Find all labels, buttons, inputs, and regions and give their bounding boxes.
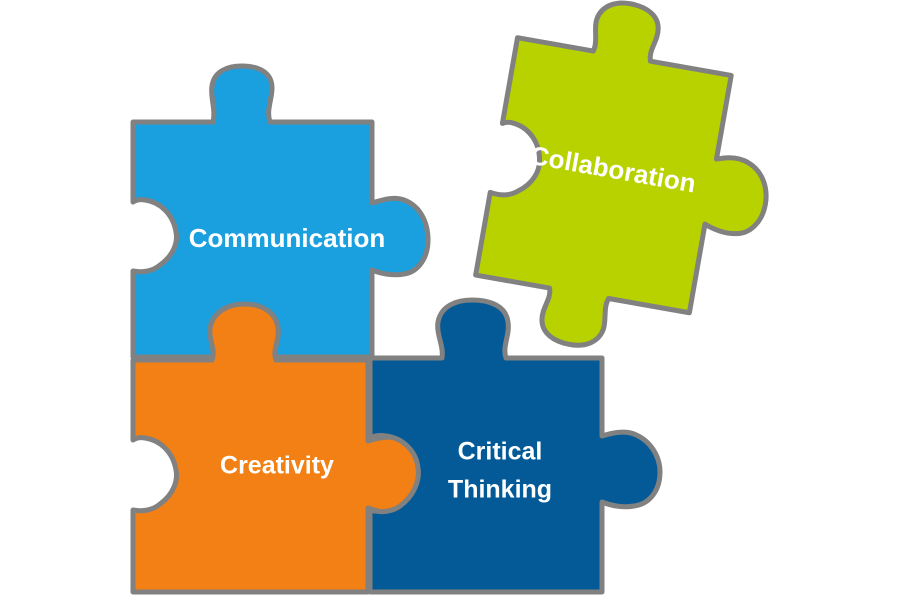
piece-critical-thinking: Critical Thinking xyxy=(367,297,663,595)
piece-communication-shape xyxy=(130,63,431,360)
piece-communication: Communication xyxy=(130,63,431,360)
piece-critical-thinking-label-line-2: Thinking xyxy=(448,476,552,504)
piece-critical-thinking-label-line-1: Critical xyxy=(458,438,543,466)
piece-critical-thinking-shape xyxy=(367,297,663,595)
piece-collaboration: Collaboration xyxy=(473,0,769,348)
piece-collaboration-shape xyxy=(473,0,769,348)
piece-communication-label-line-1: Communication xyxy=(189,223,385,253)
piece-creativity-label-line-1: Creativity xyxy=(220,452,334,480)
